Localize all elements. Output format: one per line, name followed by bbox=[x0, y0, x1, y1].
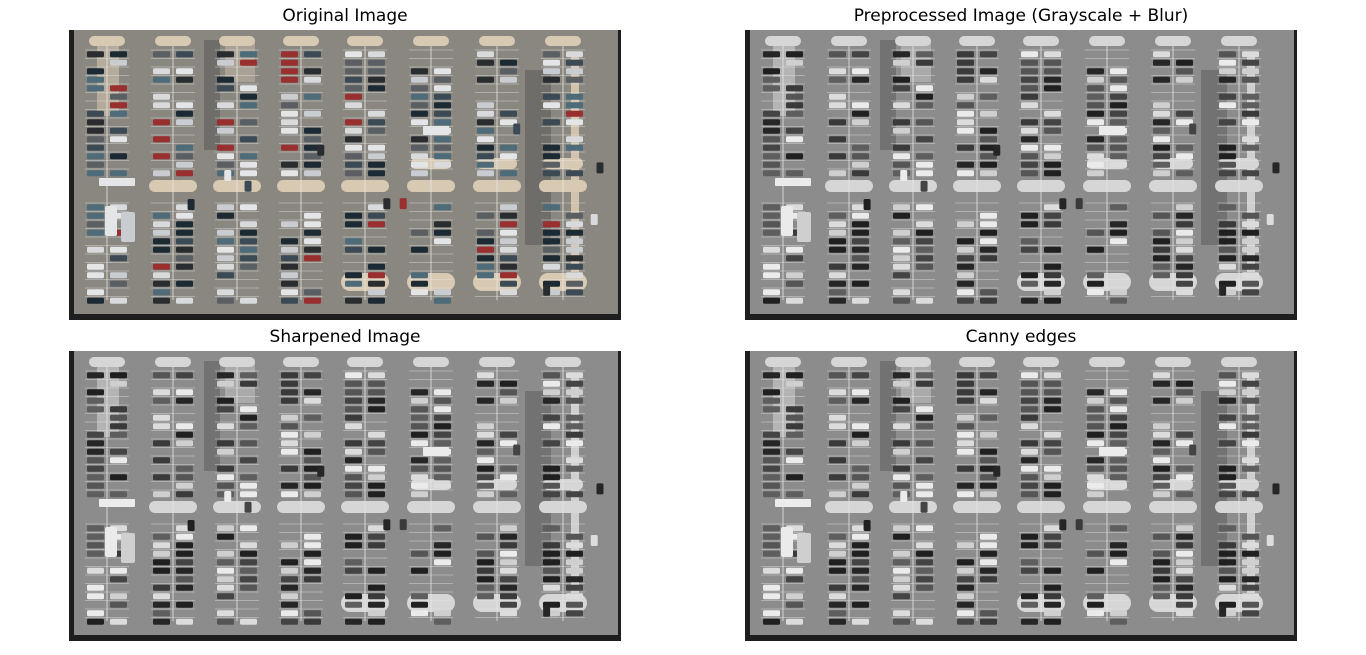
panel-title-preprocessed: Preprocessed Image (Grayscale + Blur) bbox=[853, 6, 1189, 26]
sharpened-image-panel bbox=[69, 351, 621, 641]
parking-lot-photo-sharpened bbox=[69, 351, 621, 641]
panel-title-original: Original Image bbox=[282, 6, 408, 26]
preprocessed-image-panel bbox=[745, 30, 1297, 320]
parking-lot-photo-original bbox=[69, 30, 621, 320]
original-image-panel bbox=[69, 30, 621, 320]
panel-title-canny: Canny edges bbox=[965, 327, 1077, 347]
panel-title-sharpened: Sharpened Image bbox=[269, 327, 421, 347]
canny-edges-panel bbox=[745, 351, 1297, 641]
parking-lot-photo-canny bbox=[745, 351, 1297, 641]
parking-lot-photo-preprocessed bbox=[745, 30, 1297, 320]
